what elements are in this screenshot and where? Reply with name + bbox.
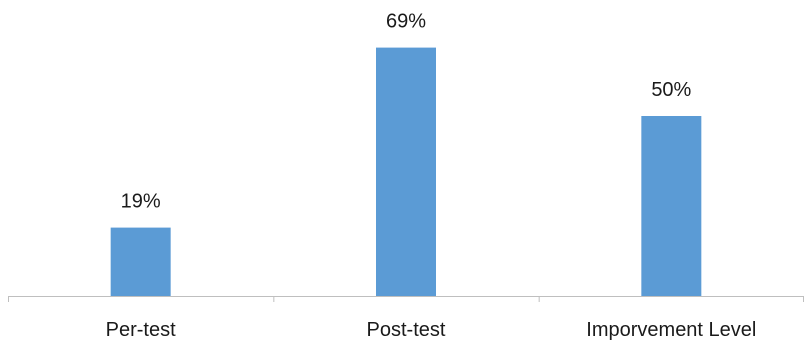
bar-2 [641, 116, 702, 296]
x-tick-label-1: Post-test [367, 319, 446, 341]
bars-group [110, 47, 702, 296]
data-label-0: 19% [121, 191, 161, 213]
bar-0 [110, 227, 171, 296]
bar-1 [376, 47, 436, 296]
data-labels-group: 19% 69% 50% [121, 11, 692, 213]
data-label-1: 69% [386, 11, 426, 33]
x-axis [8, 296, 804, 302]
x-tick-labels-group: Per-test Post-test Imporvement Level [106, 319, 757, 341]
data-label-2: 50% [651, 79, 691, 101]
x-tick-label-0: Per-test [106, 319, 176, 341]
x-tick-label-2: Imporvement Level [586, 319, 756, 341]
